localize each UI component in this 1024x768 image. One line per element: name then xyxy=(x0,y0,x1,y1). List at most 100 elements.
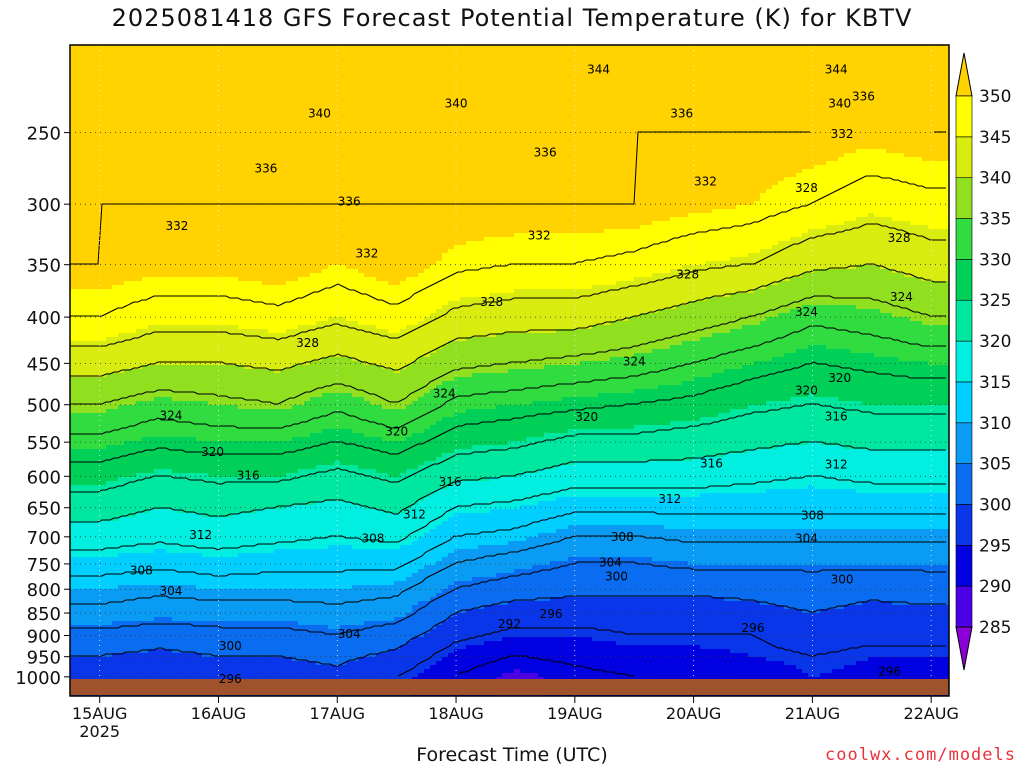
field-cell xyxy=(130,437,137,442)
field-cell xyxy=(142,405,149,410)
field-cell xyxy=(142,413,149,418)
field-cell xyxy=(88,585,95,590)
field-cell xyxy=(202,157,209,162)
field-cell xyxy=(184,81,191,86)
field-cell xyxy=(232,133,239,138)
field-cell xyxy=(190,109,197,114)
field-cell xyxy=(178,493,185,498)
field-cell xyxy=(76,297,83,302)
field-cell xyxy=(100,93,107,98)
field-cell xyxy=(130,73,137,78)
field-cell xyxy=(154,501,161,506)
field-cell xyxy=(232,269,239,274)
field-cell xyxy=(166,377,173,382)
field-cell xyxy=(118,173,125,178)
field-cell xyxy=(142,277,149,282)
field-cell xyxy=(112,513,119,518)
field-cell xyxy=(160,125,167,130)
field-cell xyxy=(88,669,95,674)
field-cell xyxy=(142,641,149,646)
field-cell xyxy=(142,225,149,230)
field-cell xyxy=(106,421,113,426)
field-cell xyxy=(100,241,107,246)
field-cell xyxy=(232,117,239,122)
field-cell xyxy=(184,481,191,486)
field-cell xyxy=(184,249,191,254)
field-cell xyxy=(214,609,221,614)
field-cell xyxy=(148,53,155,58)
field-cell xyxy=(226,149,233,154)
field-cell xyxy=(196,65,203,70)
field-cell xyxy=(220,213,227,218)
field-cell xyxy=(220,209,227,214)
field-cell xyxy=(82,321,89,326)
field-cell xyxy=(172,321,179,326)
field-cell xyxy=(220,597,227,602)
field-cell xyxy=(88,229,95,234)
field-cell xyxy=(190,205,197,210)
field-cell xyxy=(202,237,209,242)
field-cell xyxy=(184,73,191,78)
field-cell xyxy=(154,521,161,526)
field-cell xyxy=(244,145,251,150)
field-cell xyxy=(106,293,113,298)
field-cell xyxy=(106,493,113,498)
field-cell xyxy=(88,457,95,462)
field-cell xyxy=(178,357,185,362)
field-cell xyxy=(142,637,149,642)
field-cell xyxy=(214,505,221,510)
field-cell xyxy=(184,109,191,114)
field-cell xyxy=(136,281,143,286)
field-cell xyxy=(142,141,149,146)
field-cell xyxy=(100,409,107,414)
field-cell xyxy=(148,185,155,190)
field-cell xyxy=(166,141,173,146)
field-cell xyxy=(238,173,245,178)
field-cell xyxy=(88,277,95,282)
field-cell xyxy=(196,425,203,430)
field-cell xyxy=(76,121,83,126)
field-cell xyxy=(94,649,101,654)
field-cell xyxy=(100,541,107,546)
field-cell xyxy=(124,285,131,290)
field-cell xyxy=(88,493,95,498)
field-cell xyxy=(142,237,149,242)
field-cell xyxy=(136,533,143,538)
field-cell xyxy=(82,577,89,582)
field-cell xyxy=(196,557,203,562)
field-cell xyxy=(178,437,185,442)
field-cell xyxy=(172,121,179,126)
field-cell xyxy=(190,169,197,174)
field-cell xyxy=(208,409,215,414)
field-cell xyxy=(208,93,215,98)
field-cell xyxy=(124,249,131,254)
field-cell xyxy=(106,161,113,166)
field-cell xyxy=(82,589,89,594)
field-cell xyxy=(154,445,161,450)
field-cell xyxy=(172,201,179,206)
field-cell xyxy=(226,157,233,162)
field-cell xyxy=(196,485,203,490)
field-cell xyxy=(196,429,203,434)
field-cell xyxy=(100,145,107,150)
field-cell xyxy=(130,349,137,354)
field-cell xyxy=(172,517,179,522)
field-cell xyxy=(196,433,203,438)
field-cell xyxy=(100,153,107,158)
field-cell xyxy=(196,313,203,318)
field-cell xyxy=(214,329,221,334)
field-cell xyxy=(244,633,251,638)
field-cell xyxy=(70,225,77,230)
field-cell xyxy=(178,529,185,534)
field-cell xyxy=(148,189,155,194)
field-cell xyxy=(232,237,239,242)
field-cell xyxy=(130,605,137,610)
field-cell xyxy=(220,517,227,522)
field-cell xyxy=(142,109,149,114)
field-cell xyxy=(154,577,161,582)
field-cell xyxy=(118,81,125,86)
field-cell xyxy=(166,333,173,338)
field-cell xyxy=(202,353,209,358)
field-cell xyxy=(166,161,173,166)
field-cell xyxy=(178,425,185,430)
